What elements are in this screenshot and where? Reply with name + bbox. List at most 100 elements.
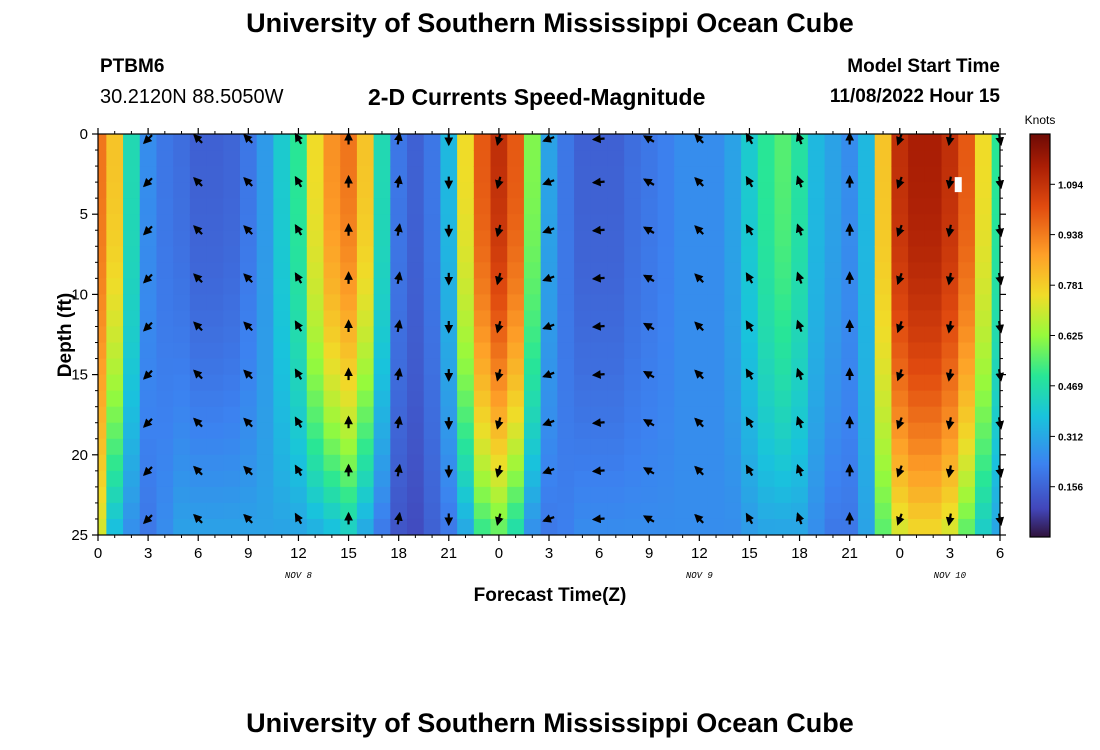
current-vector-arrow [694,369,705,380]
heatmap-cell [189,294,208,312]
heatmap-cell [323,374,341,392]
heatmap-cell [858,422,876,440]
heatmap-cell [941,502,959,520]
current-vector-arrow [394,415,403,429]
heatmap-cell [173,358,191,376]
heatmap-cell [640,134,659,151]
heatmap-cell [757,166,776,183]
heatmap-cell [690,182,709,199]
heatmap-cell [958,358,976,376]
heatmap-cell [574,518,592,535]
x-tick-label: 0 [495,545,503,562]
heatmap-cell [223,214,241,231]
heatmap-cell [874,182,893,199]
heatmap-cell [306,406,325,424]
heatmap-cell [407,342,425,360]
heatmap-cell [941,150,959,167]
heatmap-cell [824,422,842,440]
heatmap-cell [340,518,358,535]
heatmap-cell [173,262,191,279]
heatmap-cell [590,486,609,504]
heatmap-cell [958,406,976,424]
heatmap-cell [924,134,943,151]
current-vector-arrow [193,465,203,476]
heatmap-cell [98,422,107,440]
heatmap-cell [507,262,525,279]
heatmap-cell [908,518,926,535]
heatmap-cell [290,182,308,199]
heatmap-cell [657,422,675,440]
current-vector-arrow [243,225,254,235]
heatmap-cell [624,374,642,392]
heatmap-cell [858,310,876,328]
heatmap-cell [173,502,191,520]
heatmap-cell [807,518,826,535]
heatmap-cell [724,486,742,504]
heatmap-cell [724,358,742,376]
heatmap-cell [624,182,642,199]
heatmap-cell [323,182,341,199]
heatmap-cell [523,454,542,472]
heatmap-cell [757,310,776,328]
heatmap-cell [991,198,1000,215]
heatmap-cell [757,438,776,456]
heatmap-cell [223,134,241,151]
heatmap-cell [774,294,792,312]
heatmap-cell [189,422,208,440]
heatmap-cell [189,358,208,376]
heatmap-cell [958,390,976,408]
heatmap-cell [340,342,358,360]
x-tick-label: 21 [841,545,858,562]
heatmap-cell [924,342,943,360]
heatmap-cell [490,294,508,312]
heatmap-cell [306,166,325,183]
current-vector-arrow [795,415,805,429]
heatmap-cell [574,454,592,472]
heatmap-cell [156,294,174,312]
heatmap-cell [473,198,492,215]
heatmap-cell [607,518,625,535]
heatmap-cell [523,230,542,247]
heatmap-cell [657,214,675,231]
heatmap-cell [807,390,826,408]
heatmap-cell [523,294,542,312]
heatmap-cell [908,150,926,167]
current-vector-arrow [642,135,655,144]
current-vector-arrow [142,369,153,380]
heatmap-cell [223,470,241,488]
heatmap-cell [640,230,659,247]
heatmap-cell [356,358,375,376]
heatmap-cell [223,198,241,215]
heatmap-cell [189,134,208,151]
heatmap-cell [306,150,325,167]
heatmap-cell [791,374,809,392]
station-id: PTBM6 [100,56,165,77]
heatmap-cell [958,326,976,344]
heatmap-cell [290,438,308,456]
current-vector-arrow [495,133,504,147]
heatmap-cell [540,438,558,456]
heatmap-cell [473,342,492,360]
heatmap-cell [523,326,542,344]
heatmap-cell [239,342,258,360]
heatmap-cell [624,198,642,215]
heatmap-cell [290,230,308,247]
heatmap-cell [557,486,575,504]
heatmap-cell [690,310,709,328]
heatmap-cell [507,166,525,183]
current-vector-arrow [795,464,805,477]
heatmap-cell [98,150,107,167]
heatmap-cell [173,438,191,456]
heatmap-cell [841,326,859,344]
heatmap-cell [189,342,208,360]
heatmap-cell [724,278,742,295]
heatmap-cell [791,438,809,456]
heatmap-cell [924,310,943,328]
heatmap-cell [98,438,107,456]
y-tick-label: 20 [71,447,88,464]
heatmap-cell [206,214,224,231]
heatmap-cell [239,134,258,151]
heatmap-cell [891,358,909,376]
heatmap-cell [991,454,1000,472]
heatmap-cell [724,502,742,520]
